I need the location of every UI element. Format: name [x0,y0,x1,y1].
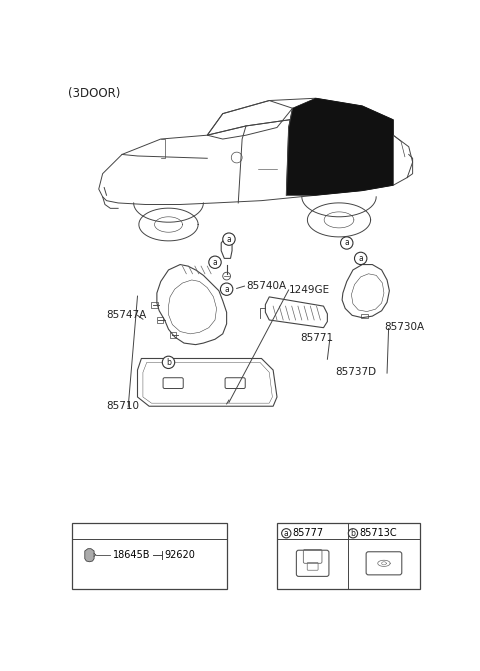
Text: b: b [166,358,171,367]
Text: 92620: 92620 [165,550,195,560]
Text: 85747A: 85747A [107,309,147,319]
Polygon shape [286,98,393,195]
Circle shape [340,237,353,249]
Circle shape [282,529,291,538]
Text: 85777: 85777 [292,528,324,538]
Text: 85713C: 85713C [359,528,397,538]
Polygon shape [85,549,94,562]
Text: a: a [344,238,349,248]
Text: a: a [227,235,231,244]
Text: b: b [350,529,355,537]
Circle shape [348,529,358,538]
Text: 85740A: 85740A [246,281,286,291]
Circle shape [162,356,175,368]
Text: a: a [213,258,217,267]
Text: a: a [284,529,288,537]
Text: 85737D: 85737D [335,366,376,376]
Text: 85771: 85771 [300,333,334,344]
Text: 1249GE: 1249GE [288,285,330,295]
Text: 85730A: 85730A [384,322,424,332]
Circle shape [220,283,233,295]
Text: 18645B: 18645B [113,550,150,560]
Circle shape [223,233,235,246]
Circle shape [355,252,367,264]
Circle shape [209,256,221,268]
Text: a: a [224,285,229,294]
Text: a: a [359,254,363,263]
Text: (3DOOR): (3DOOR) [68,87,120,100]
Text: 85710: 85710 [107,401,140,411]
